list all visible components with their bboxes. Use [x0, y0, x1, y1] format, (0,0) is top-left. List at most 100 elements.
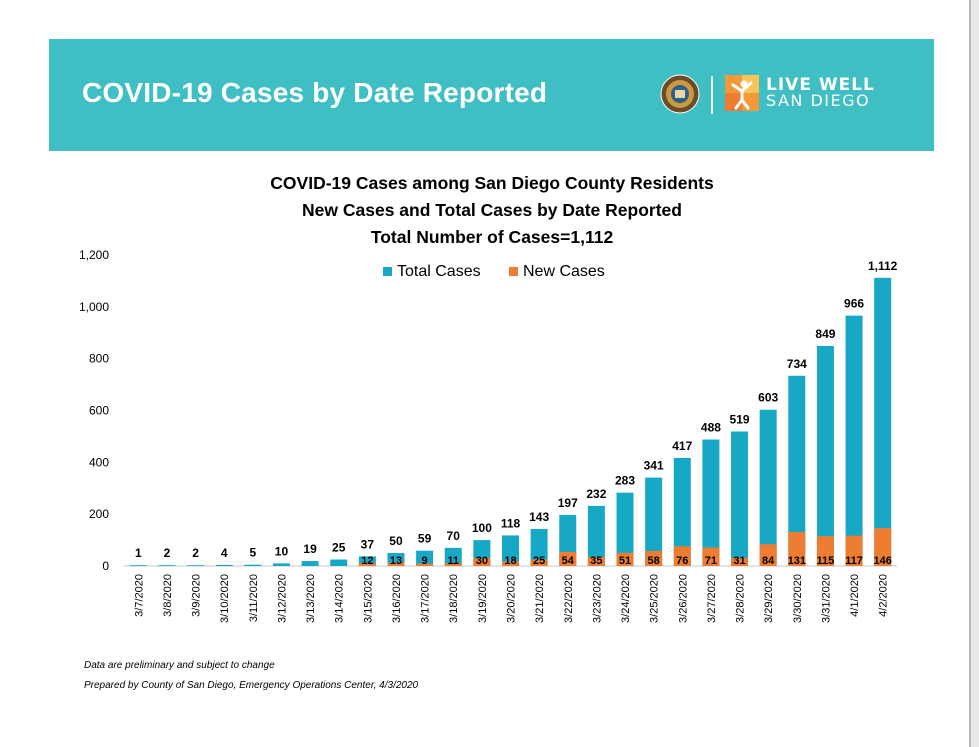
x-tick-label: 3/18/2020 [448, 574, 460, 623]
chart-title: COVID-19 Cases among San Diego County Re… [270, 173, 714, 193]
x-tick-label: 3/26/2020 [677, 574, 689, 623]
new-cases-label: 131 [788, 555, 806, 567]
x-tick-label: 3/29/2020 [763, 574, 775, 623]
x-tick-label: 3/8/2020 [162, 574, 174, 617]
total-cases-bar [702, 439, 720, 566]
total-cases-label: 734 [787, 357, 807, 371]
total-cases-label: 5 [249, 546, 256, 560]
new-cases-label: 84 [762, 555, 775, 567]
new-cases-label: 18 [504, 555, 516, 567]
live-well-logo-icon [725, 75, 759, 111]
x-tick-label: 3/17/2020 [420, 574, 432, 623]
total-cases-label: 118 [501, 516, 521, 530]
legend-total-swatch [383, 267, 392, 276]
total-cases-label: 603 [758, 391, 778, 405]
new-cases-label: 31 [733, 555, 745, 567]
new-cases-label: 58 [648, 555, 660, 567]
total-cases-bar [759, 409, 777, 566]
y-tick-label: 400 [89, 455, 109, 469]
total-cases-label: 1 [135, 546, 142, 560]
total-cases-label: 50 [389, 534, 403, 548]
total-cases-label: 59 [418, 532, 432, 546]
total-cases-label: 4 [221, 546, 228, 560]
x-tick-label: 3/22/2020 [563, 574, 575, 623]
total-cases-label: 25 [332, 541, 346, 555]
total-cases-label: 37 [361, 537, 375, 551]
total-cases-bar [816, 345, 834, 566]
y-tick-label: 600 [89, 404, 109, 418]
total-cases-bar [272, 563, 290, 566]
x-tick-label: 3/10/2020 [219, 574, 231, 623]
live-well-logo-text: LIVE WELL SAN DIEGO [766, 77, 875, 109]
total-cases-bar [616, 492, 634, 566]
new-cases-bar [416, 563, 434, 566]
x-tick-label: 3/21/2020 [534, 574, 546, 623]
new-cases-bar [731, 557, 749, 566]
y-tick-label: 0 [102, 559, 109, 573]
total-cases-label: 19 [303, 542, 317, 556]
x-tick-label: 3/11/2020 [248, 574, 260, 622]
new-cases-bar [788, 532, 806, 566]
total-cases-bar [587, 505, 605, 566]
new-cases-bar [358, 562, 376, 566]
total-cases-bar [673, 457, 691, 566]
footnote-preliminary: Data are preliminary and subject to chan… [84, 660, 275, 671]
x-tick-label: 4/2/2020 [878, 574, 890, 617]
total-cases-bar [416, 550, 434, 566]
total-cases-label: 70 [447, 529, 461, 543]
new-cases-bar [816, 536, 834, 566]
banner-title: COVID-19 Cases by Date Reported [82, 77, 548, 108]
total-cases-bar [502, 535, 519, 566]
x-tick-label: 4/1/2020 [849, 574, 861, 617]
x-tick-label: 3/30/2020 [792, 574, 804, 623]
total-cases-bar [358, 556, 376, 566]
total-cases-label: 197 [558, 496, 578, 510]
total-cases-bar [244, 564, 262, 566]
total-cases-label: 2 [192, 546, 199, 560]
new-cases-label: 25 [533, 555, 545, 567]
total-cases-bar [158, 565, 176, 566]
total-cases-bar [845, 315, 863, 566]
footnotes: Data are preliminary and subject to chan… [84, 656, 418, 696]
total-cases-bar [129, 565, 147, 566]
new-cases-bar [874, 528, 892, 566]
chart-title-block: COVID-19 Cases among San Diego County Re… [192, 170, 792, 251]
x-tick-label: 3/16/2020 [391, 574, 403, 623]
total-cases-label: 417 [672, 439, 692, 453]
new-cases-bar [845, 535, 863, 566]
chart-total-summary: Total Number of Cases=1,112 [370, 227, 614, 247]
x-tick-label: 3/9/2020 [191, 574, 203, 617]
new-cases-label: 146 [874, 555, 892, 567]
total-cases-bar [444, 547, 462, 566]
total-cases-label: 488 [701, 421, 721, 435]
logo-line-2: SAN DIEGO [766, 91, 871, 110]
x-tick-label: 3/31/2020 [820, 574, 832, 623]
y-tick-label: 800 [89, 352, 109, 366]
total-cases-label: 519 [730, 412, 750, 426]
new-cases-bar [502, 561, 519, 566]
total-cases-bar [330, 559, 348, 566]
x-tick-label: 3/7/2020 [133, 574, 145, 617]
header-banner: COVID-19 Cases by Date Reported LIVE WEL… [49, 39, 934, 151]
legend-new-swatch [509, 267, 518, 276]
x-tick-label: 3/14/2020 [334, 574, 346, 623]
x-tick-label: 3/23/2020 [591, 574, 603, 623]
new-cases-bar [759, 544, 777, 566]
new-cases-label: 13 [390, 555, 402, 567]
x-tick-label: 3/27/2020 [706, 574, 718, 623]
new-cases-label: 51 [619, 555, 631, 567]
y-tick-label: 1,200 [79, 248, 109, 262]
total-cases-bar [530, 528, 548, 566]
scroll-gutter [971, 0, 979, 747]
new-cases-label: 115 [817, 555, 835, 567]
chart-subtitle: New Cases and Total Cases by Date Report… [302, 200, 682, 220]
total-cases-bar [215, 564, 233, 566]
total-cases-label: 2 [164, 546, 171, 560]
total-cases-label: 100 [472, 521, 492, 535]
x-tick-label: 3/28/2020 [735, 574, 747, 623]
x-tick-label: 3/13/2020 [305, 574, 317, 623]
new-cases-label: 9 [422, 555, 428, 567]
total-cases-label: 143 [529, 510, 549, 524]
